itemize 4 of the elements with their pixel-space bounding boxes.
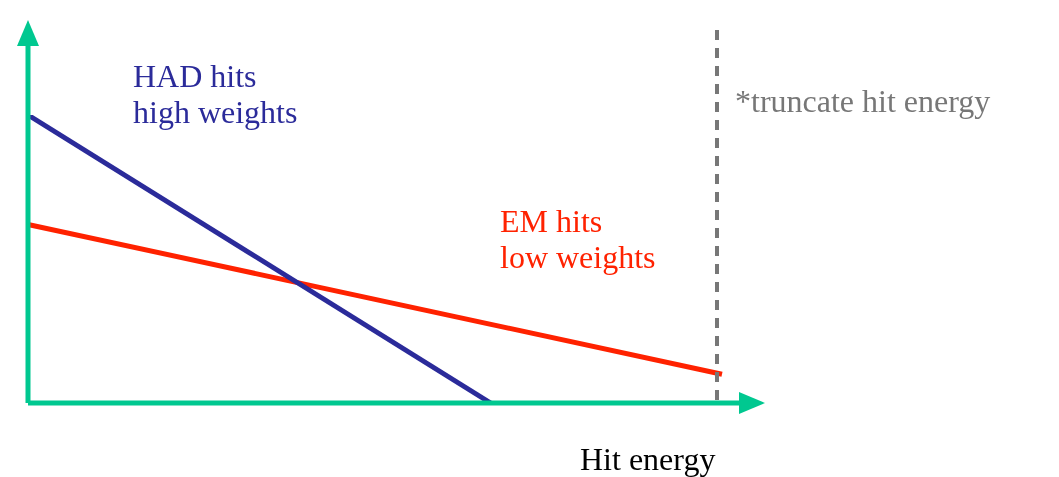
text: *truncate hit energy xyxy=(735,83,991,119)
x-axis-title: Hit energy xyxy=(580,441,716,477)
series-label: EM hits low weights xyxy=(500,203,656,276)
series-label: HAD hits high weights xyxy=(133,58,298,130)
